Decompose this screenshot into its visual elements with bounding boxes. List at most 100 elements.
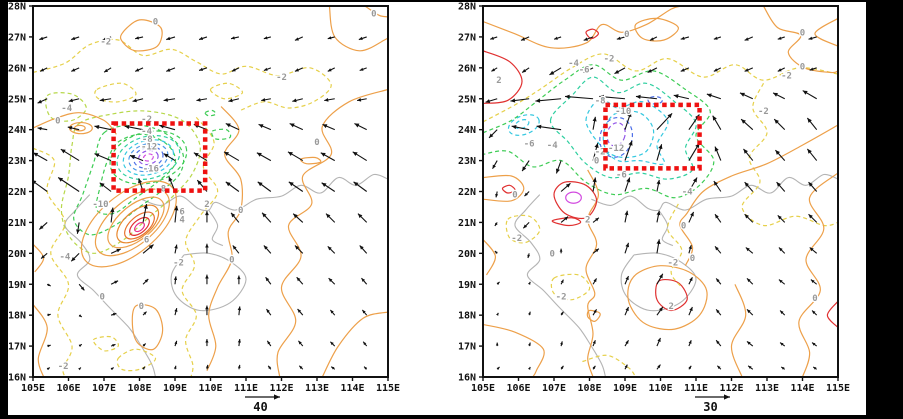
- coastline: [64, 173, 388, 377]
- wind-arrow: [135, 36, 144, 40]
- wind-arrow: [560, 311, 564, 316]
- wind-arrow: [688, 177, 698, 192]
- wind-arrow: [772, 92, 785, 100]
- wind-arrow: [688, 306, 693, 316]
- wind-arrow: [47, 313, 51, 317]
- reference-vector-label: 30: [703, 400, 717, 414]
- wind-arrow: [746, 308, 754, 316]
- y-axis: 16N 17N 18N 19N 20N 21N 22N 23N 24N 25N 26N 27N 28N: [8, 2, 33, 384]
- wind-arrow: [806, 117, 818, 131]
- wind-arrow: [129, 154, 144, 162]
- reference-vector-label: 40: [253, 400, 267, 414]
- wind-arrow: [78, 283, 85, 291]
- wind-arrow: [298, 365, 304, 370]
- svg-text:0: 0: [550, 249, 555, 259]
- svg-text:-4: -4: [61, 104, 72, 114]
- svg-text:111E: 111E: [234, 383, 258, 394]
- svg-text:0: 0: [153, 17, 158, 27]
- wind-arrow: [510, 98, 530, 103]
- wind-arrow: [776, 181, 786, 192]
- wind-arrow: [553, 36, 562, 40]
- wind-arrow: [292, 98, 303, 103]
- svg-text:0: 0: [229, 256, 234, 266]
- wind-arrow: [624, 275, 630, 285]
- wind-arrow: [490, 36, 498, 40]
- svg-text:112E: 112E: [269, 383, 293, 394]
- svg-text:-4: -4: [60, 252, 71, 262]
- wind-arrow: [560, 216, 569, 223]
- svg-text:0: 0: [812, 294, 817, 304]
- wind-arrow: [599, 94, 626, 100]
- wind-arrow: [656, 337, 661, 347]
- wind-arrow: [205, 243, 209, 254]
- wind-arrow: [624, 242, 630, 254]
- wind-arrow: [362, 341, 368, 347]
- wind-arrow: [322, 123, 335, 131]
- wind-arrow: [680, 67, 690, 72]
- svg-text:108E: 108E: [127, 383, 151, 394]
- wind-arrow: [321, 182, 336, 192]
- wind-arrow: [352, 151, 367, 162]
- wind-arrow: [47, 344, 51, 348]
- svg-text:23N: 23N: [458, 156, 476, 167]
- wind-arrow: [808, 36, 817, 40]
- wind-arrow: [142, 366, 146, 370]
- wind-arrow: [110, 367, 115, 371]
- svg-text:-2: -2: [58, 362, 69, 372]
- svg-text:115E: 115E: [826, 383, 850, 394]
- wind-arrow: [496, 312, 499, 316]
- wind-arrow: [78, 314, 83, 318]
- svg-text:107E: 107E: [92, 383, 116, 394]
- svg-text:114E: 114E: [340, 383, 364, 394]
- wind-arrow: [110, 207, 115, 223]
- wind-arrow: [258, 123, 272, 131]
- wind-arrow: [592, 309, 598, 316]
- wind-arrow: [715, 278, 722, 285]
- wind-arrow: [583, 36, 594, 41]
- wind-arrow: [656, 112, 673, 131]
- svg-text:-2: -2: [758, 107, 769, 117]
- svg-text:21N: 21N: [8, 218, 26, 229]
- wind-arrow: [739, 92, 754, 100]
- wind-arrow: [358, 36, 367, 41]
- svg-text:25N: 25N: [8, 94, 26, 105]
- wind-arrow: [592, 142, 599, 161]
- svg-text:-2: -2: [781, 72, 792, 82]
- wind-arrow: [124, 124, 144, 131]
- wind-arrow: [324, 97, 335, 102]
- wind-arrow: [811, 310, 818, 316]
- wind-arrow: [808, 213, 818, 223]
- wind-arrow: [110, 280, 119, 285]
- wind-arrow: [713, 180, 722, 192]
- wind-arrow: [329, 309, 336, 316]
- wind-arrow: [496, 366, 500, 370]
- wind-arrow: [292, 213, 304, 223]
- y-axis: 16N 17N 18N 19N 20N 21N 22N 23N 24N 25N 26N 27N 28N: [458, 2, 483, 384]
- wind-arrow: [223, 151, 240, 162]
- study-region-box: [603, 102, 702, 171]
- wind-arrow: [205, 305, 209, 316]
- svg-text:27N: 27N: [458, 32, 476, 43]
- svg-text:23N: 23N: [8, 156, 26, 167]
- svg-text:106E: 106E: [56, 383, 80, 394]
- svg-text:16N: 16N: [458, 373, 476, 384]
- wind-arrow: [39, 67, 48, 72]
- wind-arrow: [680, 36, 690, 40]
- svg-text:0: 0: [624, 30, 629, 40]
- wind-arrow: [656, 239, 661, 254]
- wind-arrow: [359, 67, 367, 71]
- svg-text:105E: 105E: [21, 383, 45, 394]
- wind-arrow: [775, 149, 786, 161]
- wind-arrow: [174, 340, 178, 347]
- wind-arrow: [174, 308, 178, 316]
- svg-text:18N: 18N: [458, 311, 476, 322]
- wind-arrow: [740, 118, 754, 131]
- wind-arrow: [94, 125, 112, 131]
- wind-arrow: [328, 277, 336, 285]
- figure-background: [8, 2, 866, 415]
- wind-arrow: [142, 203, 148, 223]
- wind-arrow: [555, 160, 562, 174]
- wind-arrow: [99, 182, 112, 192]
- wind-arrow: [714, 245, 722, 254]
